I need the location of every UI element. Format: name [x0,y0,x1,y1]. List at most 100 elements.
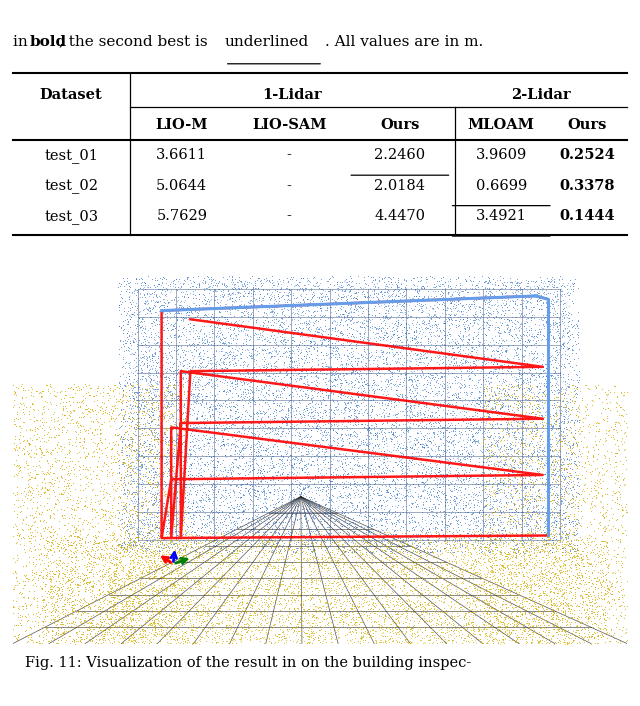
Point [118,566,128,577]
Point [166,626,177,638]
Point [225,606,236,618]
Point [297,331,307,342]
Point [157,567,167,578]
Point [157,277,168,288]
Point [485,403,495,414]
Point [601,537,611,548]
Point [261,407,271,418]
Point [342,397,352,408]
Point [390,551,401,562]
Point [132,451,142,462]
Point [243,352,253,363]
Point [216,285,227,297]
Point [143,444,153,455]
Point [525,373,535,384]
Point [339,367,349,378]
Point [66,596,76,607]
Point [13,578,24,589]
Point [336,565,346,576]
Point [438,398,448,409]
Point [56,589,66,600]
Point [404,412,415,423]
Point [177,430,188,441]
Point [324,551,334,563]
Point [137,321,147,332]
Point [460,387,470,398]
Point [251,366,261,377]
Point [499,309,509,321]
Point [122,272,132,283]
Point [132,510,143,521]
Point [387,518,397,530]
Point [515,372,525,383]
Point [540,614,550,626]
Point [47,538,58,549]
Point [202,594,212,605]
Point [92,441,102,452]
Point [378,465,388,477]
Point [493,637,504,648]
Point [72,525,83,536]
Point [590,464,600,475]
Point [550,431,560,443]
Point [467,284,477,295]
Point [214,630,224,642]
Point [506,464,516,475]
Point [574,563,584,574]
Point [533,491,543,502]
Point [497,599,508,610]
Point [360,348,371,359]
Point [535,570,545,582]
Point [426,313,436,325]
Point [11,619,21,630]
Point [166,336,177,347]
Point [556,469,566,481]
Point [284,543,294,554]
Point [332,427,342,438]
Point [404,409,415,421]
Point [380,296,390,307]
Point [206,470,216,481]
Point [289,603,300,614]
Point [586,557,596,568]
Point [538,366,548,377]
Point [436,596,446,607]
Point [211,523,221,534]
Point [614,534,625,545]
Point [115,515,125,526]
Point [561,400,571,412]
Point [384,513,394,525]
Point [527,426,538,437]
Point [321,360,332,371]
Point [95,424,106,436]
Point [534,568,544,580]
Point [596,581,606,592]
Point [176,511,186,522]
Point [562,287,572,299]
Point [196,599,207,610]
Point [387,632,397,643]
Point [488,610,499,621]
Point [519,624,529,635]
Point [503,450,513,461]
Point [478,322,488,333]
Point [273,285,283,297]
Point [419,281,429,292]
Point [421,440,431,451]
Point [387,574,397,585]
Point [350,407,360,419]
Point [88,415,99,426]
Point [417,417,428,428]
Point [411,563,421,574]
Point [330,541,340,552]
Point [513,616,523,628]
Point [454,489,465,501]
Point [105,490,115,501]
Point [104,604,115,616]
Point [178,371,188,382]
Point [135,383,145,395]
Point [388,328,399,340]
Point [390,283,400,294]
Point [429,281,440,292]
Point [297,566,307,577]
